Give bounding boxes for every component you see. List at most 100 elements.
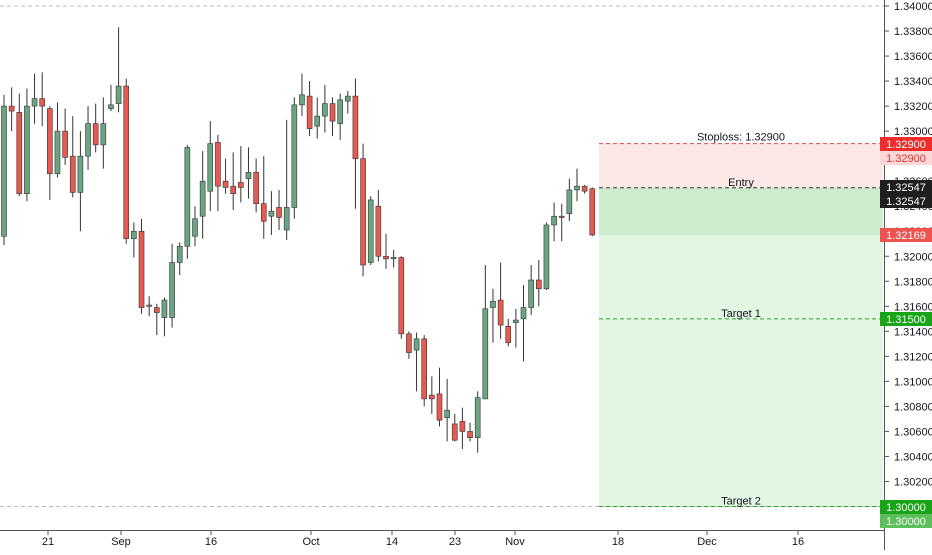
candle: [574, 168, 580, 202]
candle-body-up: [551, 215, 557, 226]
candle: [322, 84, 328, 133]
target2-annotation: Target 2: [721, 496, 761, 508]
candle-body-up: [85, 123, 91, 157]
entry-annotation: Entry: [728, 177, 754, 189]
candle-body-down: [69, 155, 76, 193]
target2-price-label-bottom: 1.30000: [880, 514, 932, 528]
stoploss-annotation: Stoploss: 1.32900: [697, 132, 785, 144]
candle: [436, 367, 443, 427]
target2-price-text-bottom: 1.30000: [886, 516, 926, 528]
candle: [230, 152, 236, 210]
candle-body-up: [528, 279, 534, 308]
current-price-text: 1.32169: [886, 230, 926, 242]
candle: [383, 233, 389, 269]
candle: [352, 78, 359, 209]
candle-body-up: [161, 299, 168, 318]
time-tick-label: Sep: [111, 536, 131, 548]
candle: [131, 222, 137, 258]
candle: [513, 308, 519, 348]
candle: [184, 144, 191, 259]
candle: [429, 376, 435, 414]
price-tick-label: 1.30600: [894, 426, 932, 438]
time-axis-ticks: 21 Sep 16 Oct 14 23 Nov 18 Dec 16: [42, 530, 804, 548]
candle-body-down: [123, 85, 130, 240]
candle-body-down: [154, 307, 160, 313]
candle: [176, 242, 183, 276]
time-tick-label: Dec: [697, 536, 717, 548]
candle: [543, 222, 550, 291]
candle: [535, 260, 542, 307]
time-axis[interactable]: 21 Sep 16 Oct 14 23 Nov 18 Dec 16: [0, 530, 884, 548]
price-tick-label: 1.31600: [894, 301, 932, 313]
candle-body-down: [459, 421, 466, 432]
time-tick-label: 16: [205, 536, 217, 548]
candle-body-up: [444, 409, 450, 418]
position-annotations: Stoploss: 1.32900 Entry Target 1 Target …: [697, 132, 785, 508]
time-tick-label: 18: [612, 536, 624, 548]
candle: [551, 202, 557, 242]
candle: [253, 158, 259, 213]
candle-body-down: [92, 123, 99, 146]
candle: [306, 81, 313, 137]
candle: [108, 84, 114, 112]
candle: [337, 93, 343, 140]
price-tick-label: 1.31800: [894, 276, 932, 288]
candle-body-up: [314, 115, 321, 127]
candle-body-up: [268, 210, 275, 217]
candle-body-down: [260, 203, 267, 222]
price-tick-label: 1.34000: [894, 1, 932, 13]
candle: [260, 156, 267, 239]
candle-body-up: [322, 103, 328, 117]
candle: [344, 91, 351, 114]
candle-body-down: [238, 182, 244, 188]
candle: [490, 288, 496, 343]
candle-body-down: [16, 112, 23, 194]
candle: [451, 413, 458, 442]
price-tick-label: 1.30400: [894, 451, 932, 463]
candle-body-up: [176, 245, 183, 263]
candle: [566, 178, 573, 222]
candle-body-up: [192, 218, 198, 237]
time-tick-label: 16: [792, 536, 804, 548]
candle: [444, 378, 450, 442]
candle: [528, 265, 534, 316]
price-tick-label: 1.30200: [894, 476, 932, 488]
candle: [268, 191, 275, 235]
price-tick-label: 1.33800: [894, 26, 932, 38]
entry-price-label-top: 1.32547: [880, 180, 932, 194]
stoploss-price-label-top: 1.32900: [880, 137, 932, 151]
candle-body-up: [169, 262, 175, 318]
candle: [69, 116, 76, 198]
candle-body-up: [574, 185, 580, 191]
candle: [406, 331, 412, 359]
candle: [215, 134, 221, 212]
candle: [505, 318, 512, 347]
candle: [421, 335, 428, 407]
candle-body-up: [131, 230, 137, 240]
candle: [314, 97, 321, 139]
candle: [497, 262, 504, 339]
price-axis-ticks: 1.34000 1.33800 1.33600 1.33400 1.33200 1.330…: [884, 1, 932, 514]
candle-body-up: [1, 105, 7, 237]
candle: [390, 249, 397, 268]
candle: [24, 88, 30, 202]
candle-body-down: [39, 98, 46, 107]
candle: [375, 189, 382, 262]
candle-body-down: [222, 180, 229, 188]
candle-body-down: [306, 95, 313, 129]
stoploss-zone: [599, 143, 883, 188]
candle-body-up: [24, 105, 30, 194]
candle: [47, 106, 53, 200]
price-tick-label: 1.33400: [894, 76, 932, 88]
candle-body-up: [566, 189, 573, 215]
candle: [192, 206, 198, 247]
candle-body-down: [138, 230, 145, 308]
time-tick-label: Oct: [302, 536, 319, 548]
candle-body-up: [245, 172, 252, 179]
profit-zone: [599, 187, 883, 507]
target2-price-label-top: 1.30000: [880, 500, 932, 514]
price-axis[interactable]: 1.34000 1.33800 1.33600 1.33400 1.33200 1.330…: [880, 0, 932, 550]
open-profit-zone: [599, 187, 883, 236]
